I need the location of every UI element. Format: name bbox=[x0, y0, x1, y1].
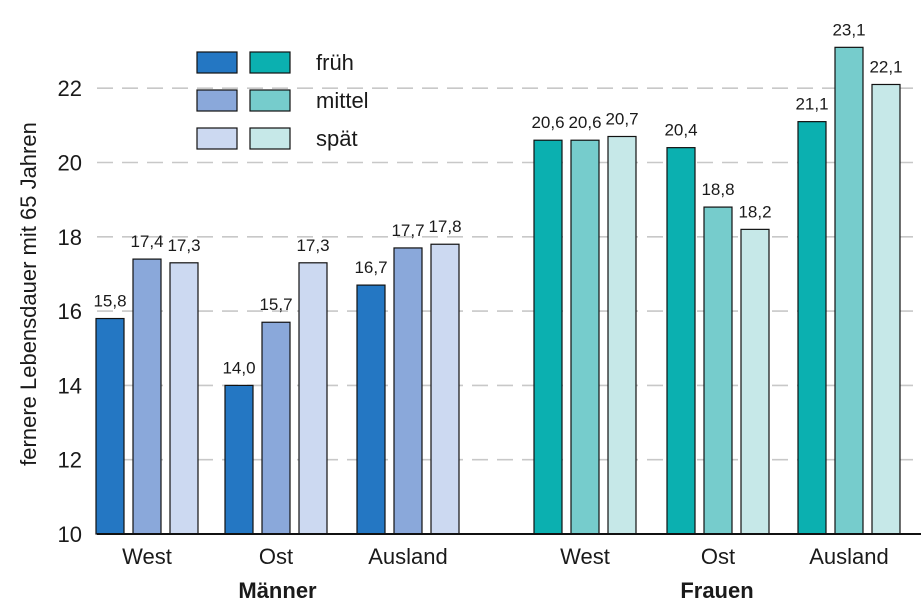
data-labels: 15,817,4 17,314,015,717,316,717,7 17,820,6… bbox=[93, 20, 902, 377]
legend-label: spät bbox=[316, 126, 358, 151]
bar bbox=[132, 258, 162, 535]
group-label: Frauen bbox=[680, 578, 753, 603]
bar bbox=[393, 247, 423, 535]
bar bbox=[666, 147, 696, 535]
bar bbox=[356, 284, 386, 535]
data-label: 20,6 bbox=[568, 113, 601, 132]
data-label: 18,8 bbox=[701, 180, 734, 199]
bar bbox=[607, 135, 637, 535]
bar bbox=[533, 139, 563, 535]
legend-swatch bbox=[196, 89, 238, 112]
legend-label: mittel bbox=[316, 88, 369, 113]
data-label: 20,7 bbox=[605, 109, 638, 128]
x-tick-label: West bbox=[122, 544, 172, 569]
legend-swatch bbox=[196, 51, 238, 74]
bar bbox=[703, 206, 733, 535]
legend: früh mittel spät bbox=[196, 50, 369, 151]
data-label: 22,1 bbox=[869, 57, 902, 76]
bar bbox=[797, 121, 827, 535]
bar bbox=[834, 46, 864, 535]
data-label: 17,8 bbox=[428, 217, 461, 236]
y-tick-label: 14 bbox=[58, 373, 82, 398]
data-label: 16,7 bbox=[354, 258, 387, 277]
data-label: 21,1 bbox=[795, 95, 828, 114]
data-label: 17,7 bbox=[391, 221, 424, 240]
x-axis: West Ost Ausland Männer West Ost Ausland Frauen bbox=[97, 533, 921, 603]
y-tick-label: 16 bbox=[58, 299, 82, 324]
data-label: 17,3 bbox=[296, 236, 329, 255]
bar bbox=[298, 262, 328, 535]
data-label: 17,4 bbox=[130, 232, 163, 251]
legend-swatch bbox=[196, 127, 238, 150]
x-tick-label: Ausland bbox=[809, 544, 889, 569]
bar bbox=[261, 321, 291, 535]
x-tick-label: Ost bbox=[701, 544, 735, 569]
bar bbox=[871, 83, 901, 535]
data-label: 14,0 bbox=[222, 358, 255, 377]
y-tick-label: 22 bbox=[58, 76, 82, 101]
y-tick-label: 10 bbox=[58, 522, 82, 547]
data-label: 15,7 bbox=[259, 295, 292, 314]
legend-label: früh bbox=[316, 50, 354, 75]
bar bbox=[95, 317, 125, 535]
y-axis: 10 12 14 16 18 20 22 bbox=[58, 76, 82, 547]
legend-swatch bbox=[249, 51, 291, 74]
x-tick-label: Ost bbox=[259, 544, 293, 569]
data-label: 23,1 bbox=[832, 20, 865, 39]
data-label: 20,4 bbox=[664, 121, 697, 140]
y-tick-label: 12 bbox=[58, 448, 82, 473]
bar bbox=[224, 384, 254, 535]
data-label: 20,6 bbox=[531, 113, 564, 132]
data-label: 17,3 bbox=[167, 236, 200, 255]
group-label: Männer bbox=[238, 578, 317, 603]
bars bbox=[95, 46, 901, 535]
data-label: 18,2 bbox=[738, 202, 771, 221]
legend-swatch bbox=[249, 127, 291, 150]
bar bbox=[169, 262, 199, 535]
x-tick-label: West bbox=[560, 544, 610, 569]
bar bbox=[430, 243, 460, 535]
legend-swatch bbox=[249, 89, 291, 112]
y-tick-label: 18 bbox=[58, 225, 82, 250]
x-tick-label: Ausland bbox=[368, 544, 448, 569]
bar bbox=[570, 139, 600, 535]
bar bbox=[740, 228, 770, 535]
y-tick-label: 20 bbox=[58, 151, 82, 176]
y-axis-label: fernere Lebensdauer mit 65 Jahren bbox=[16, 122, 41, 466]
data-label: 15,8 bbox=[93, 292, 126, 311]
